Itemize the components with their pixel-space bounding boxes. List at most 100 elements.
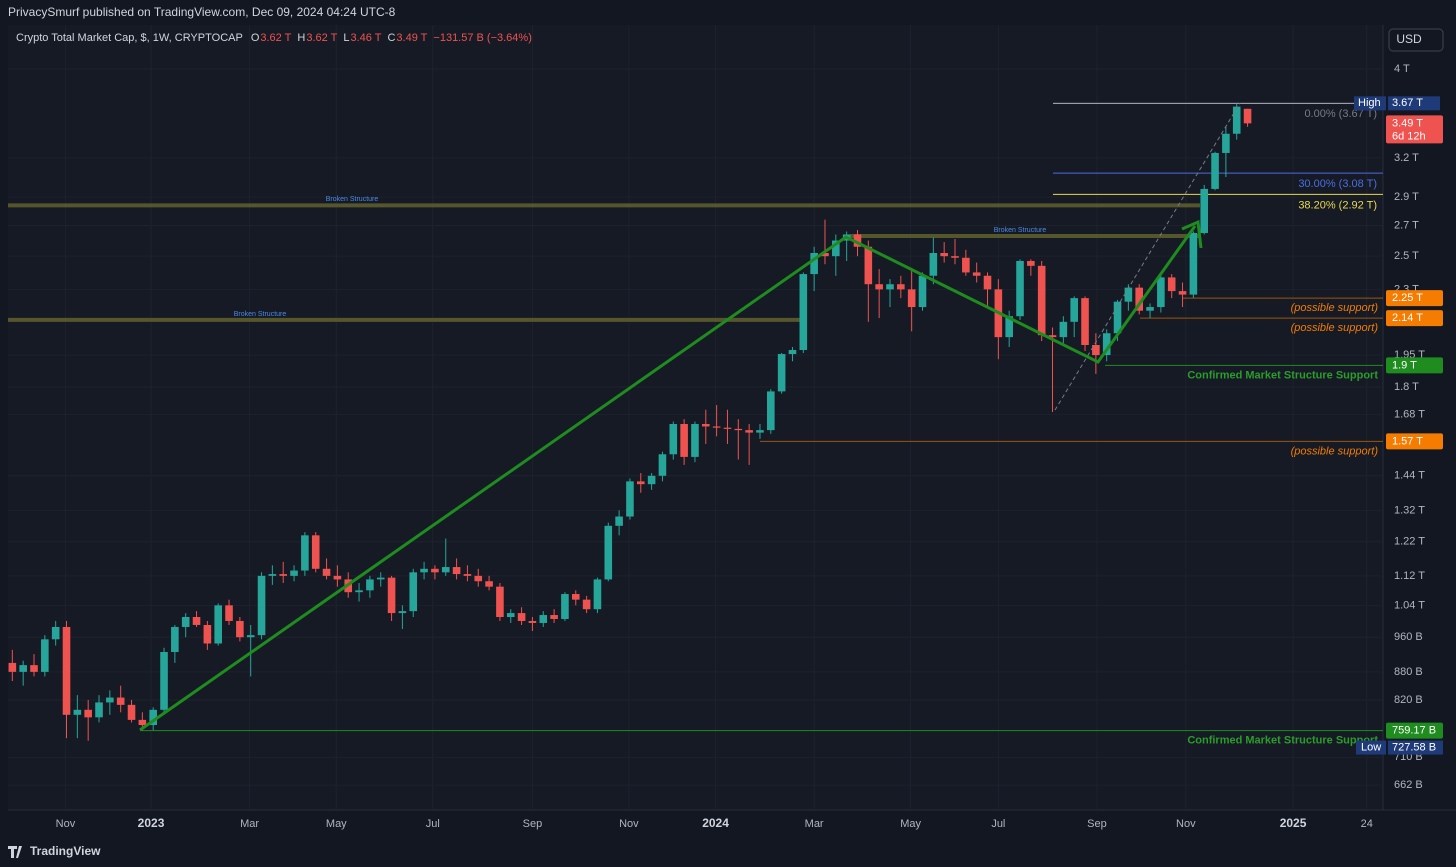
candle-body xyxy=(474,575,483,582)
candle-body xyxy=(376,577,385,580)
candle-body xyxy=(767,391,775,431)
candle-body xyxy=(528,620,537,623)
x-tick-label: Nov xyxy=(619,818,639,830)
candle-body xyxy=(788,350,797,355)
fib-trend xyxy=(1054,102,1241,411)
candle-body xyxy=(203,624,212,644)
candle-body xyxy=(1222,133,1230,153)
candle-body xyxy=(192,617,201,625)
level-price: 2.25 T xyxy=(1392,292,1423,304)
candle-body xyxy=(539,615,548,623)
candle-body xyxy=(366,579,374,591)
candle-body xyxy=(1081,298,1089,346)
fib-label: 30.00% (3.08 T) xyxy=(1298,178,1377,190)
candle-body xyxy=(929,252,938,276)
x-tick-label: 24 xyxy=(1361,818,1373,830)
y-tick-label: 3.2 T xyxy=(1394,152,1419,164)
candle-body xyxy=(106,697,114,703)
candle-body xyxy=(1037,265,1046,336)
y-tick-label: 2.5 T xyxy=(1394,250,1419,262)
y-tick-label: 1.44 T xyxy=(1394,470,1425,482)
candle-body xyxy=(398,611,407,614)
candle-body xyxy=(886,284,894,290)
candle-body xyxy=(1059,321,1068,338)
candle-body xyxy=(571,594,580,600)
candle-body xyxy=(1232,106,1241,134)
low-name-box xyxy=(1356,740,1386,755)
candle-body xyxy=(1211,152,1219,189)
brand: TradingView xyxy=(30,844,101,858)
candle-body xyxy=(864,246,873,285)
candle-body xyxy=(84,709,92,718)
legend-value: 3.49 T xyxy=(396,32,427,44)
candle-body xyxy=(604,525,613,580)
candle-body xyxy=(485,581,493,587)
legend-name: Crypto Total Market Cap, $, 1W, CRYPTOCA… xyxy=(16,32,243,44)
candle-body xyxy=(441,567,450,573)
candle-body xyxy=(1167,277,1176,292)
currency[interactable]: USD xyxy=(1396,32,1422,46)
x-tick-label: Mar xyxy=(805,818,824,830)
legend-key: O xyxy=(251,32,260,44)
candle-body xyxy=(734,428,743,431)
candle-body xyxy=(225,605,233,621)
candle-body xyxy=(1189,232,1198,295)
candle-body xyxy=(593,579,602,610)
legend-change: −131.57 B (−3.64%) xyxy=(433,32,531,44)
candle-body xyxy=(1124,287,1133,302)
trend-path xyxy=(139,225,1197,732)
candle-body xyxy=(723,427,732,429)
candle-body xyxy=(972,272,981,276)
candle-body xyxy=(160,652,168,710)
candle-body xyxy=(214,605,222,644)
candle-body xyxy=(431,568,439,573)
candle-body xyxy=(1005,316,1013,338)
candle-body xyxy=(51,626,60,640)
high-name-box xyxy=(1354,96,1386,111)
x-tick-label: Sep xyxy=(1087,818,1107,830)
level-note: Confirmed Market Structure Support xyxy=(1187,735,1378,747)
x-tick-label: Jul xyxy=(991,818,1005,830)
candle-body xyxy=(561,594,569,619)
candle-body xyxy=(1070,298,1078,322)
candle-body xyxy=(832,240,840,257)
x-tick-label: Mar xyxy=(240,818,259,830)
structure-label: Broken Structure xyxy=(994,227,1047,234)
level-note: (possible support) xyxy=(1291,302,1379,314)
candle-body xyxy=(983,275,992,290)
grid xyxy=(8,25,1383,810)
legend-value: 3.46 T xyxy=(350,32,381,44)
y-tick-label: 4 T xyxy=(1394,63,1410,75)
drawings xyxy=(139,102,1241,732)
candle-body xyxy=(171,626,179,653)
logo xyxy=(8,846,22,858)
candle-body xyxy=(951,256,959,258)
candle-body xyxy=(138,719,147,726)
candle-body xyxy=(8,662,17,672)
candle-body xyxy=(1092,345,1100,356)
legend: Crypto Total Market Cap, $, 1W, CRYPTOCA… xyxy=(16,32,532,44)
candle-body xyxy=(550,615,558,619)
candle-body xyxy=(1027,260,1035,266)
footer xyxy=(0,838,1456,867)
y-tick-label: 2.9 T xyxy=(1394,191,1419,203)
y-tick-label: 960 B xyxy=(1394,631,1423,643)
candle-body xyxy=(95,702,103,718)
candle-body xyxy=(30,665,38,672)
candle-body xyxy=(658,454,667,476)
candle-body xyxy=(149,709,157,726)
y-tick-label: 2.7 T xyxy=(1394,219,1419,231)
candle-body xyxy=(257,575,266,636)
candle-body xyxy=(582,599,591,610)
candle-body xyxy=(409,572,418,612)
candle-body xyxy=(181,617,190,627)
candle-body xyxy=(821,252,829,257)
structure-label: Broken Structure xyxy=(234,311,287,318)
candle-body xyxy=(355,590,363,593)
currency-button[interactable] xyxy=(1388,28,1444,52)
level-note: Confirmed Market Structure Support xyxy=(1187,369,1378,381)
structure-label: Broken Structure xyxy=(326,196,379,203)
legend-key: H xyxy=(297,32,305,44)
candle-body xyxy=(279,574,288,576)
